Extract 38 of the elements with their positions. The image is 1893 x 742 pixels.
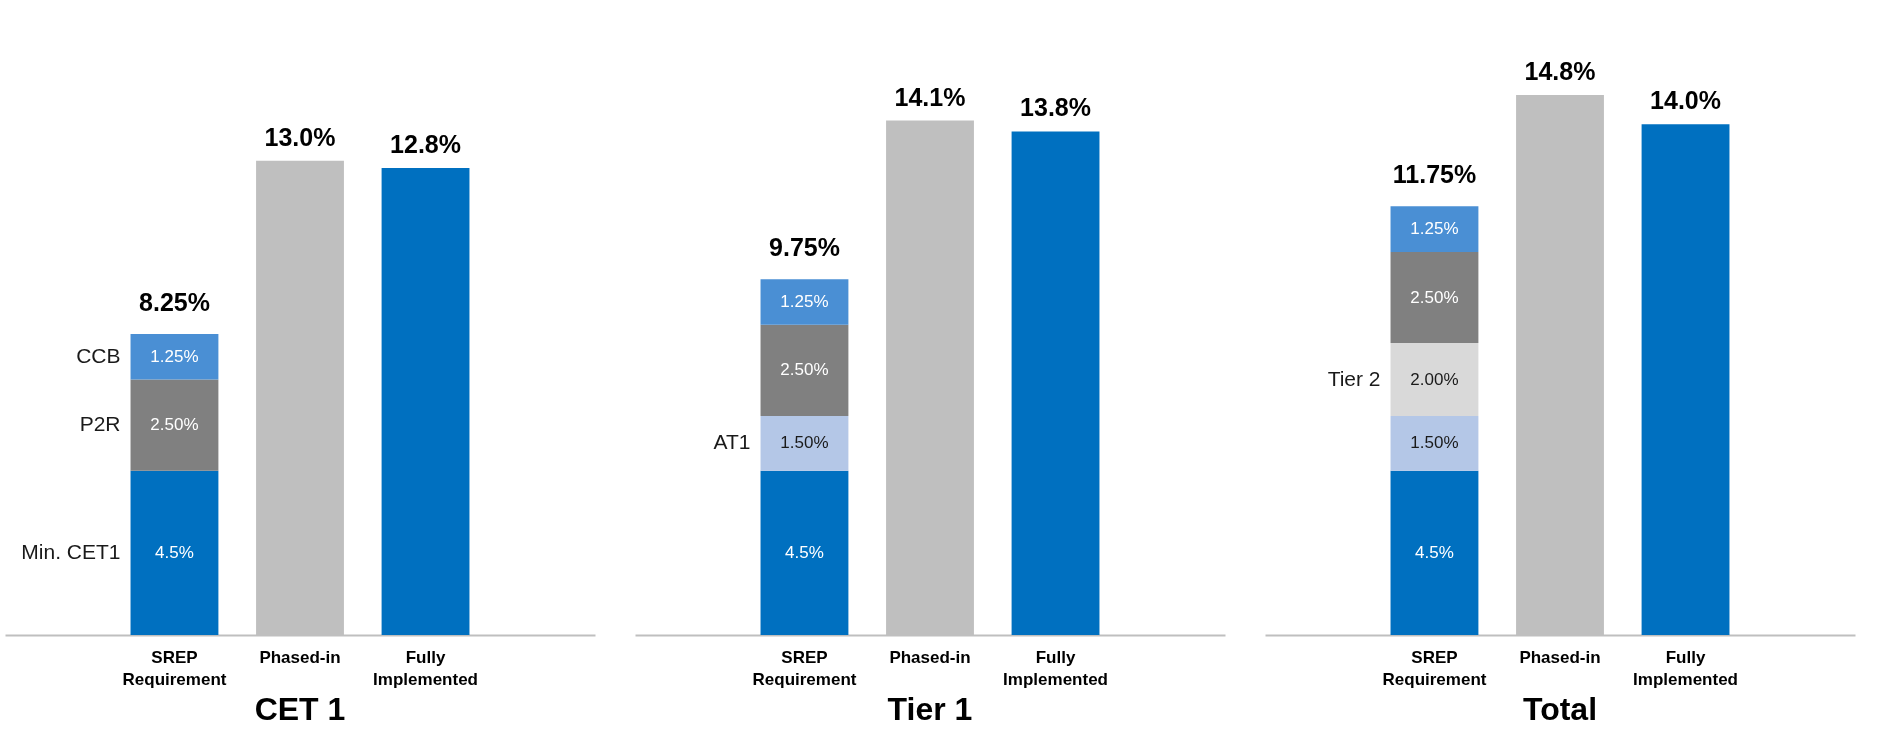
text: Total — [1522, 691, 1598, 727]
text: Tier 1 — [887, 691, 973, 727]
data-label: 13.0% — [264, 122, 336, 151]
series-label: AT1 — [713, 430, 751, 454]
data-label: 1.50% — [1410, 433, 1459, 453]
data-label: 2.00% — [1410, 369, 1459, 389]
total-label: 11.75% — [1392, 160, 1477, 189]
series-label: P2R — [79, 412, 121, 436]
text: CET 1 — [254, 691, 346, 727]
total-label: 8.25% — [139, 287, 210, 316]
data-label: 4.5% — [155, 542, 194, 562]
data-label: 2.50% — [150, 415, 199, 435]
x-tick-label: SREP Requirement — [752, 647, 857, 689]
data-label: 1.25% — [1410, 219, 1459, 239]
data-label: 4.5% — [785, 542, 824, 562]
data-label: 12.8% — [390, 129, 461, 158]
data-label: 14.1% — [894, 82, 966, 111]
data-label: 1.50% — [780, 433, 829, 453]
data-label: 2.50% — [780, 360, 829, 380]
data-label: 14.0% — [1650, 86, 1721, 115]
x-tick-label: Phased-in — [889, 647, 971, 667]
x-tick-label: Fully Implemented — [1633, 647, 1738, 689]
x-tick-label: Fully Implemented — [373, 647, 478, 689]
total-label: 9.75% — [769, 233, 840, 262]
x-tick-label: Phased-in — [1519, 647, 1601, 667]
x-tick-label: SREP Requirement — [1382, 647, 1487, 689]
data-label: 1.25% — [150, 346, 199, 366]
series-label: CCB — [76, 343, 121, 367]
x-tick-label: Fully Implemented — [1003, 647, 1108, 689]
data-label: 14.8% — [1524, 57, 1596, 85]
series-label: Tier 2 — [1327, 366, 1381, 390]
x-tick-label: SREP Requirement — [122, 647, 227, 689]
data-label: 4.5% — [1415, 542, 1454, 562]
series-label: Min. CET1 — [21, 539, 121, 563]
data-label: 13.8% — [1020, 93, 1091, 122]
data-label: 2.50% — [1410, 287, 1459, 307]
x-tick-label: Phased-in — [259, 647, 341, 667]
data-label: 1.25% — [780, 292, 829, 312]
